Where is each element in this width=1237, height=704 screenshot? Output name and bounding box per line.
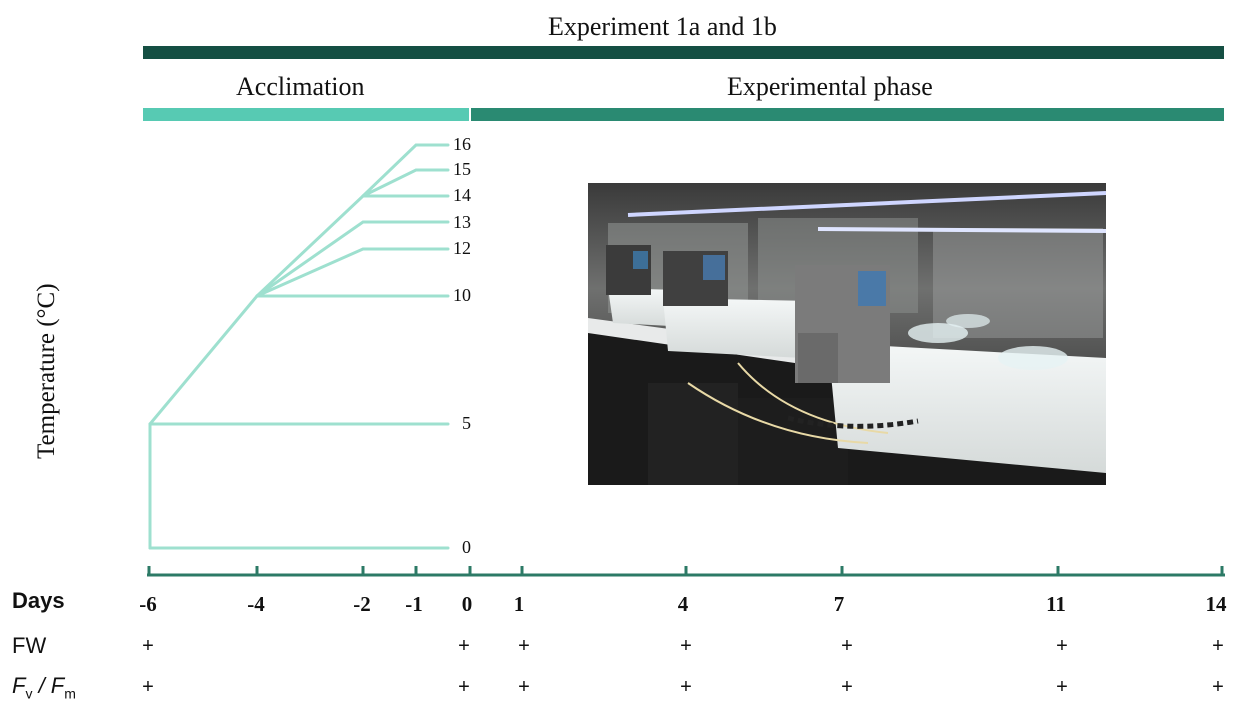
fvfm-sub-m: m [64,685,76,702]
temp-label-5: 5 [462,413,471,433]
line-13 [255,220,450,298]
day-label-neg2: -2 [353,592,371,616]
temp-label-13: 13 [453,212,471,232]
fw-marker-neg6: + [142,635,154,657]
fvfm-row-label: Fv / Fm [12,673,76,701]
experimental-phase-bar [471,108,1224,121]
fw-marker-7: + [841,635,853,657]
days-row-label: Days [12,588,65,613]
day-label-1: 1 [513,592,525,616]
fvfm-sep: / [32,673,51,698]
fvfm-marker-1: + [518,676,530,698]
line-ramp-5-10 [148,294,259,426]
fvfm-f2: F [50,673,65,698]
line-12 [255,247,450,298]
fw-row-label: FW [12,633,47,658]
fvfm-marker-7: + [841,676,853,698]
acclimation-bar [143,108,469,121]
line-15 [361,168,450,198]
experimental-phase-label: Experimental phase [727,72,933,101]
acclimation-label: Acclimation [236,72,365,101]
temp-label-14: 14 [453,185,471,205]
day-label-4: 4 [677,592,689,616]
temp-label-12: 12 [453,238,471,258]
day-label-0: 0 [461,592,473,616]
day-label-neg1: -1 [405,592,423,616]
fvfm-marker-0: + [458,676,470,698]
day-label-neg4: -4 [247,592,265,616]
fw-marker-11: + [1056,635,1068,657]
temp-label-15: 15 [453,159,471,179]
day-label-14: 14 [1205,592,1227,616]
fw-marker-0: + [458,635,470,657]
day-label-11: 11 [1046,592,1066,616]
fvfm-marker-4: + [680,676,692,698]
day-label-neg6: -6 [139,592,157,616]
experiment-bar [143,46,1224,59]
line-16 [361,143,450,198]
fvfm-marker-11: + [1056,676,1068,698]
fvfm-marker-neg6: + [142,676,154,698]
day-label-7: 7 [833,592,845,616]
temp-label-10: 10 [453,285,471,305]
temp-label-0: 0 [462,537,471,557]
fw-marker-14: + [1212,635,1224,657]
fw-marker-1: + [518,635,530,657]
fvfm-f1: F [12,673,26,698]
fw-marker-4: + [680,635,692,657]
temp-label-16: 16 [453,134,471,154]
fvfm-sub-v: v [25,685,33,702]
experimental-setup-photo [588,183,1106,485]
line-14 [255,194,450,298]
fvfm-marker-14: + [1212,676,1224,698]
experiment-title: Experiment 1a and 1b [548,12,777,41]
